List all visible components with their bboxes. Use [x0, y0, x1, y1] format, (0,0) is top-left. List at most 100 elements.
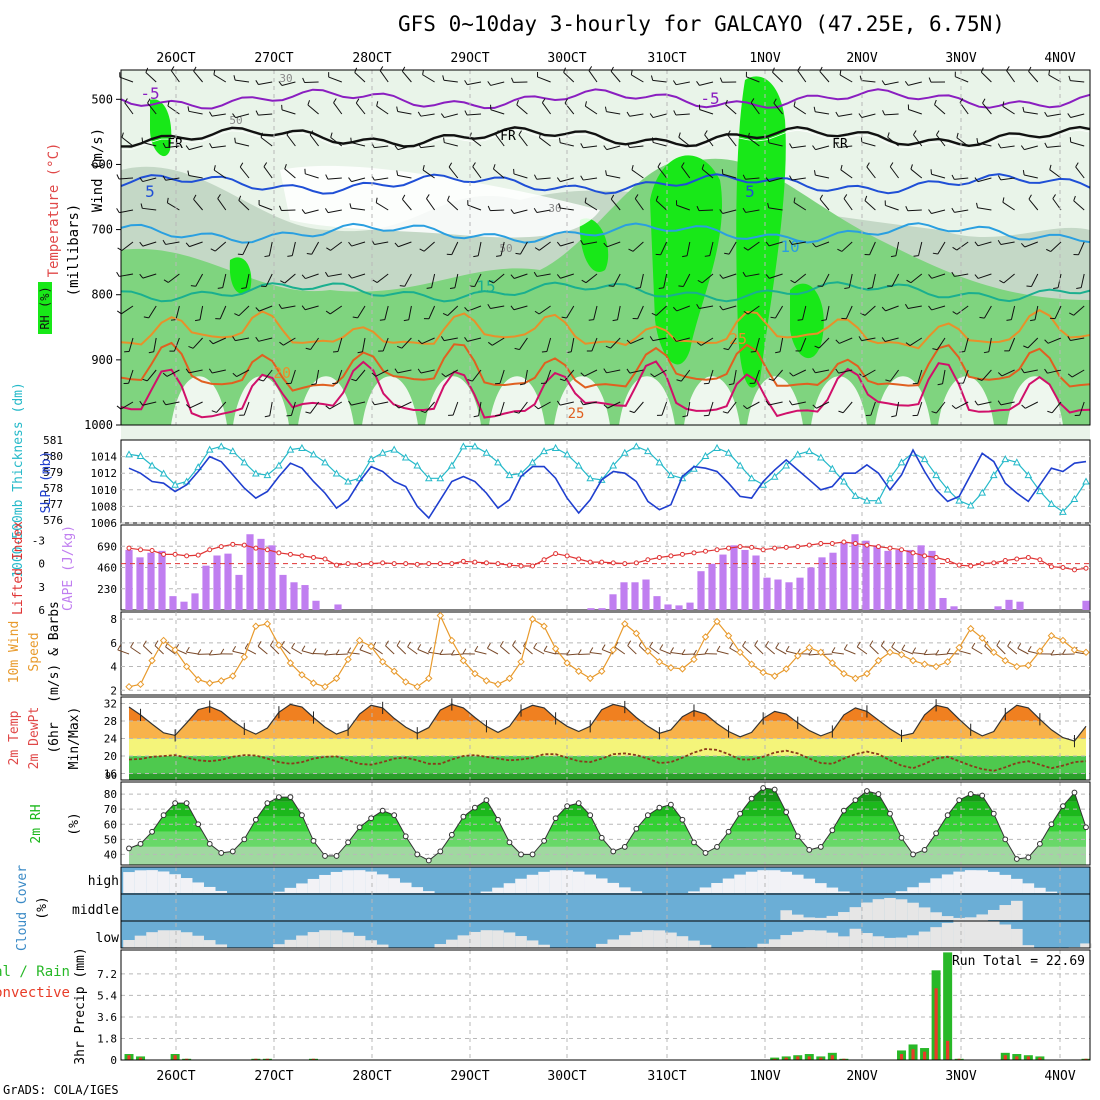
wind-barb — [216, 401, 227, 413]
wind-speed-point — [517, 658, 525, 666]
thickness-point — [275, 461, 283, 469]
wind-barb — [327, 273, 342, 277]
wind-barb-flag — [835, 339, 840, 344]
wind-barb — [351, 207, 366, 211]
wind-barb-flag — [773, 98, 777, 104]
cloud-low-fill — [180, 932, 193, 948]
wind-barb-flag — [952, 311, 958, 315]
wind-barb-flag — [559, 378, 565, 382]
wind-barb — [704, 134, 714, 147]
wind-barb — [637, 305, 644, 319]
cape-bar — [840, 542, 848, 610]
wind-barb-flag — [233, 75, 236, 81]
wind-barb — [617, 305, 621, 320]
wind-barb-flag — [696, 81, 700, 86]
surface-wind-barb — [291, 647, 303, 655]
wind-barb — [147, 102, 157, 115]
pressure-tick-label: 900 — [91, 353, 113, 367]
thickness-point — [401, 453, 410, 461]
cloud-low-fill — [342, 932, 354, 948]
rh-band — [129, 846, 1086, 865]
li-point — [1014, 556, 1020, 562]
contour-label: 30 — [279, 72, 292, 85]
wind-barb — [357, 305, 366, 319]
wind-barb — [1024, 174, 1038, 179]
wind-barb — [560, 273, 574, 279]
surface-wind-barb-flag — [843, 644, 848, 650]
wind-barb — [610, 71, 621, 83]
wind-barb-flag — [747, 132, 750, 138]
wind-barb — [444, 142, 458, 147]
rh-point — [598, 834, 605, 841]
wind-barb — [585, 273, 598, 284]
wind-barb-flag — [682, 415, 688, 418]
cloud-mid-fill — [826, 915, 839, 920]
wind-barb-flag — [162, 372, 168, 377]
rh-point — [587, 812, 594, 819]
temp-line — [128, 703, 1087, 742]
wind-barb-flag — [417, 368, 422, 374]
wind-barb-flag — [1002, 197, 1005, 203]
wind-barb — [931, 209, 946, 215]
wind-barb-flag — [1002, 101, 1005, 107]
wind-barb — [311, 241, 320, 255]
surface-wind-barb — [971, 647, 983, 655]
cloud-high-gap — [515, 878, 527, 893]
wind-barb — [309, 134, 319, 147]
wind-barb-flag — [1022, 106, 1025, 112]
wind-barb — [212, 369, 226, 374]
li-point — [622, 561, 628, 567]
wind-barb-flag — [725, 99, 728, 105]
li-point — [345, 561, 351, 567]
cape-bar — [268, 545, 276, 610]
li-point — [633, 560, 639, 566]
wind-barb — [477, 241, 482, 256]
isotherm-1 — [120, 125, 1091, 148]
surface-wind-barb — [512, 645, 522, 655]
wind-barb-flag — [515, 252, 521, 255]
wind-barb-flag — [835, 111, 839, 117]
wind-barb-flag — [770, 316, 776, 319]
cloud-high-gap — [353, 870, 366, 893]
rh-point — [241, 836, 248, 843]
wind-barb — [1000, 241, 1015, 245]
wind-barb-flag — [396, 170, 399, 176]
li-point — [691, 550, 697, 556]
li-point — [587, 559, 593, 565]
wind-barb — [541, 102, 552, 115]
wind-barb-flag — [352, 316, 358, 319]
thickness-point — [494, 458, 502, 466]
wind-barb-flag — [464, 80, 468, 85]
precip-conv-bar — [842, 1058, 846, 1060]
wind-barb-flag — [264, 255, 270, 258]
cloud-high-gap — [330, 871, 343, 893]
wind-barb — [722, 173, 737, 179]
wind-barb — [907, 305, 922, 309]
wind-barb — [606, 145, 621, 151]
cloud-low-fill — [330, 930, 343, 948]
cloud-high-gap — [399, 882, 412, 893]
temp-ylabel-b: 2m DewPt — [27, 707, 42, 770]
cloud-low-fill — [480, 930, 493, 948]
cloud-high-gap — [815, 883, 827, 893]
wind-barb-flag — [838, 410, 844, 414]
surface-heating — [233, 376, 289, 425]
precip-total-bar — [943, 952, 953, 1060]
wind-barb — [153, 337, 157, 352]
wind-barb — [188, 175, 203, 179]
wind-barb-flag — [844, 287, 850, 289]
wind-barb — [128, 337, 134, 352]
wind-barb-flag — [185, 145, 190, 150]
li-point — [576, 556, 582, 562]
surface-wind-barb — [912, 652, 925, 655]
li-point — [126, 545, 132, 551]
rh-point — [621, 843, 628, 850]
wind-barb — [354, 72, 366, 83]
wind-barb — [422, 74, 435, 83]
wind-barb-flag — [116, 208, 120, 213]
thickness-point — [966, 501, 975, 509]
wind-barb-flag — [835, 368, 839, 374]
wind-barb-flag — [887, 132, 890, 138]
precip-conv-bar — [819, 1057, 823, 1060]
